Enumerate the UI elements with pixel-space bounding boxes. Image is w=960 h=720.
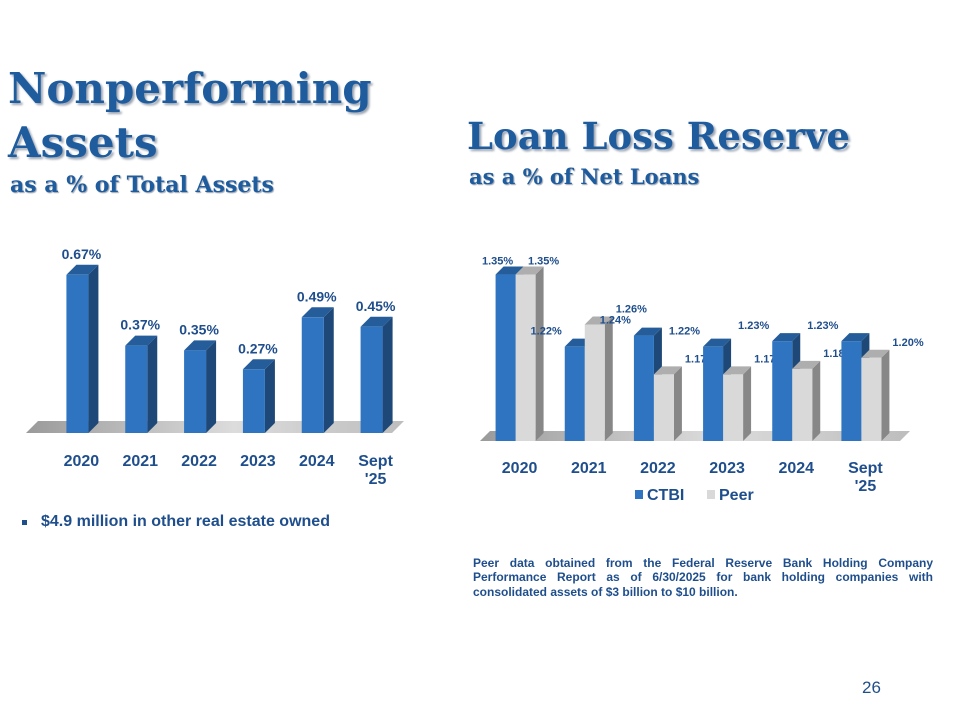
x-tick-label: 2023 <box>709 460 745 477</box>
bullet-text: $4.9 million in other real estate owned <box>41 513 330 530</box>
ctbi-data-label: 1.24% <box>600 315 631 327</box>
x-tick-label: Sept <box>848 460 883 477</box>
llr-subtitle: as a % of Net Loans <box>469 164 700 189</box>
ctbi-data-label: 1.23% <box>807 320 838 332</box>
ctbi-bar-top <box>633 327 662 336</box>
npa-bar <box>125 345 148 433</box>
ctbi-data-label: 1.23% <box>738 320 769 332</box>
peer-bar-top <box>653 366 682 375</box>
ctbi-bar <box>841 341 862 441</box>
bullet-square-icon <box>22 519 27 525</box>
npa-bar <box>242 369 265 433</box>
ctbi-bar-top <box>772 333 801 342</box>
x-tick-label: Sept <box>358 453 393 470</box>
npa-bar-top <box>301 307 334 318</box>
x-tick-label: 2020 <box>502 460 538 477</box>
ctbi-bar <box>633 335 654 441</box>
peer-bar-side <box>881 349 890 441</box>
ctbi-bar <box>564 346 585 441</box>
x-tick-label: 2022 <box>640 460 676 477</box>
legend-ctbi-label: CTBI <box>647 487 684 504</box>
bullet-item: $4.9 million in other real estate owned <box>22 513 330 531</box>
x-tick-label: 2021 <box>571 460 607 477</box>
x-tick-label: 2024 <box>778 460 814 477</box>
peer-bar-top <box>515 266 544 275</box>
peer-data-label: 1.26% <box>616 303 647 315</box>
npa-data-label: 0.45% <box>356 298 396 314</box>
npa-bar-side <box>264 359 275 433</box>
peer-bar <box>792 368 813 441</box>
peer-footnote: Peer data obtained from the Federal Rese… <box>473 556 933 599</box>
npa-bar-top <box>125 335 158 346</box>
npa-bar-side <box>382 316 393 433</box>
peer-bar-side <box>812 360 821 441</box>
x-tick-label: 2023 <box>240 453 276 470</box>
peer-bar <box>723 374 744 441</box>
peer-bar-side <box>535 266 544 441</box>
npa-bar-side <box>206 340 217 433</box>
npa-bar <box>360 326 383 433</box>
npa-bar-top <box>66 264 99 275</box>
npa-bar-side <box>147 335 158 433</box>
x-tick-label: 2020 <box>64 453 100 470</box>
ctbi-bar <box>495 274 516 441</box>
npa-bar-side <box>323 307 334 433</box>
ctbi-bar-top <box>841 333 870 342</box>
npa-data-label: 0.35% <box>179 321 219 337</box>
peer-bar <box>584 324 605 441</box>
peer-bar <box>653 374 674 441</box>
legend-peer-swatch <box>707 490 715 499</box>
npa-chart: 0.67% 2020 0.37% 2021 0.35% 2022 0.27% 2023 0.49… <box>26 246 404 488</box>
npa-title-line2: Assets <box>8 118 158 167</box>
npa-bar <box>301 317 324 433</box>
ctbi-bar-top <box>703 338 732 347</box>
peer-data-label: 1.20% <box>892 337 923 349</box>
peer-bar <box>861 357 882 441</box>
ctbi-data-label: 1.22% <box>531 326 562 338</box>
npa-title-line1: Nonperforming <box>8 64 372 113</box>
ctbi-bar-top <box>495 266 524 275</box>
legend-peer-label: Peer <box>719 487 754 504</box>
x-tick-label: '25 <box>365 471 387 488</box>
x-tick-label: 2022 <box>181 453 217 470</box>
x-tick-label: 2024 <box>299 453 335 470</box>
ctbi-data-label: 1.22% <box>669 326 700 338</box>
peer-bar-side <box>743 366 752 441</box>
x-tick-label: 2021 <box>122 453 158 470</box>
npa-data-label: 0.49% <box>297 288 337 304</box>
peer-bar-top <box>861 349 890 358</box>
llr-chart: 1.35% 1.35%20201.22%1.26%20211.24%1.17%20… <box>480 256 924 504</box>
npa-bar <box>184 350 207 433</box>
peer-bar <box>515 274 536 441</box>
npa-data-label: 0.27% <box>238 340 278 356</box>
peer-bar-top <box>584 316 613 325</box>
peer-bar-side <box>604 316 613 441</box>
peer-bar-side <box>673 366 682 441</box>
peer-bar-top <box>792 360 821 369</box>
npa-bar-top <box>184 340 217 351</box>
npa-bar-side <box>88 264 99 433</box>
npa-bar-top <box>360 316 393 327</box>
ctbi-data-label: 1.35% <box>482 256 513 268</box>
legend-ctbi-swatch <box>635 490 643 499</box>
page-number: 26 <box>862 678 881 697</box>
peer-data-label: 1.35% <box>528 256 559 268</box>
npa-bar <box>66 274 89 433</box>
llr-title: Loan Loss Reserve <box>467 114 850 158</box>
ctbi-bar <box>772 341 793 441</box>
ctbi-bar <box>703 346 724 441</box>
npa-subtitle: as a % of Total Assets <box>10 172 274 198</box>
npa-bar-top <box>242 359 275 370</box>
x-tick-label: '25 <box>855 478 877 495</box>
npa-data-label: 0.67% <box>62 246 102 262</box>
peer-bar-top <box>723 366 752 375</box>
npa-data-label: 0.37% <box>120 317 160 333</box>
